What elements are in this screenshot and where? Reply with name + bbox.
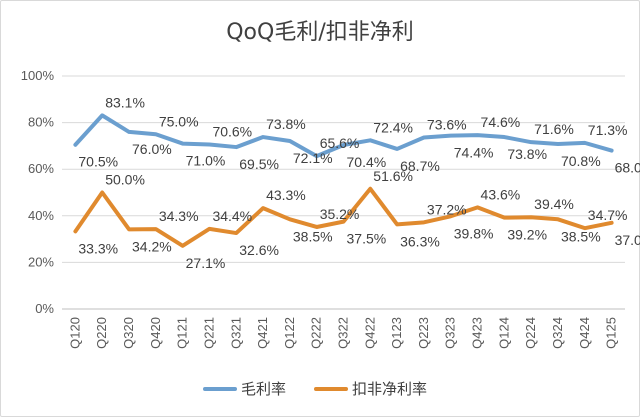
x-tick-label: Q124 [496, 317, 511, 349]
x-tick-label: Q323 [443, 317, 458, 349]
gross-margin-data-label: 71.3% [588, 122, 628, 138]
y-tick-label: 100% [21, 68, 55, 83]
x-tick-label: Q322 [336, 317, 351, 349]
gross-margin-data-label: 72.1% [293, 150, 333, 166]
gross-margin-data-label: 74.6% [481, 114, 521, 130]
net-margin-data-label: 27.1% [186, 255, 226, 271]
net-margin-data-label: 37.5% [347, 231, 387, 247]
gross-margin-data-label: 83.1% [105, 94, 145, 110]
x-tick-label: Q422 [362, 317, 377, 349]
x-tick-label: Q221 [201, 317, 216, 349]
x-tick-label: Q424 [577, 317, 592, 349]
gross-margin-data-label: 69.5% [239, 156, 279, 172]
gross-margin-data-label: 76.0% [132, 141, 172, 157]
y-tick-label: 0% [35, 301, 54, 316]
x-tick-label: Q123 [389, 317, 404, 349]
gridlines [62, 75, 625, 310]
net-margin-data-label: 36.3% [400, 233, 440, 249]
x-tick-label: Q324 [550, 317, 565, 349]
gross-margin-data-label: 73.8% [507, 146, 547, 162]
gross-margin-data-label: 70.8% [561, 153, 601, 169]
gross-margin-data-label: 74.4% [454, 145, 494, 161]
net-margin-data-label: 32.6% [239, 242, 279, 258]
net-margin-line [73, 186, 614, 248]
net-margin-data-label: 37.0% [615, 232, 640, 248]
net-margin-data-label: 33.3% [78, 240, 118, 256]
x-tick-label: Q420 [148, 317, 163, 349]
legend-label: 毛利率 [241, 380, 286, 398]
net-margin-data-label: 51.6% [373, 168, 413, 184]
y-tick-label: 40% [28, 208, 54, 223]
x-tick-label: Q120 [67, 317, 82, 349]
gross-margin-data-label: 65.6% [320, 135, 360, 151]
net-margin-data-label: 43.6% [481, 186, 521, 202]
net-margin-data-label: 38.5% [293, 228, 333, 244]
gross-margin-data-label: 70.4% [347, 154, 387, 170]
series-lines [73, 113, 614, 248]
y-tick-label: 80% [28, 115, 54, 130]
x-tick-label: Q223 [416, 317, 431, 349]
data-labels: 70.5% 83.1% 76.0% 75.0% 71.0% 70.6% 69.5% 73.8%… [78, 94, 640, 270]
net-margin-data-label: 37.2% [427, 201, 467, 217]
net-margin-data-label: 50.0% [105, 172, 145, 188]
y-tick-label: 60% [28, 161, 54, 176]
x-axis: Q120 Q220 Q320 Q420 Q121 Q221 Q321 Q421 Q122 Q222… [67, 317, 618, 349]
net-margin-data-label: 39.8% [454, 225, 494, 241]
legend: 毛利率 扣非净利率 [203, 380, 427, 398]
x-tick-label: Q423 [470, 317, 485, 349]
gross-margin-data-label: 71.6% [534, 121, 574, 137]
net-margin-data-label: 34.2% [132, 238, 172, 254]
x-tick-label: Q222 [309, 317, 324, 349]
x-tick-label: Q220 [94, 317, 109, 349]
gross-margin-line [73, 113, 614, 159]
gross-margin-data-label: 70.6% [212, 124, 252, 140]
legend-label: 扣非净利率 [352, 380, 427, 398]
gross-margin-data-label: 73.8% [266, 116, 306, 132]
net-margin-data-label: 35.2% [320, 206, 360, 222]
net-margin-data-label: 34.4% [212, 208, 252, 224]
net-margin-data-label: 43.3% [266, 187, 306, 203]
net-margin-data-label: 34.7% [588, 207, 628, 223]
x-tick-label: Q224 [523, 317, 538, 349]
gross-margin-data-label: 73.6% [427, 117, 467, 133]
x-tick-label: Q320 [121, 317, 136, 349]
x-tick-label: Q421 [255, 317, 270, 349]
net-margin-data-label: 39.4% [534, 196, 574, 212]
gross-margin-data-label: 72.4% [373, 119, 413, 135]
gross-margin-data-label: 68.7% [400, 158, 440, 174]
gross-margin-data-label: 70.5% [78, 154, 118, 170]
net-margin-data-label: 34.3% [159, 208, 199, 224]
x-tick-label: Q121 [175, 317, 190, 349]
x-tick-label: Q122 [282, 317, 297, 349]
chart-title: QoQ毛利/扣非净利 [226, 20, 414, 45]
gross-margin-data-label: 68.0% [615, 160, 640, 176]
y-axis: 0% 20% 40% 60% 80% 100% [21, 68, 55, 316]
net-margin-data-label: 38.5% [561, 228, 601, 244]
gross-margin-data-label: 75.0% [159, 113, 199, 129]
gross-margin-data-label: 71.0% [186, 153, 226, 169]
x-tick-label: Q321 [228, 317, 243, 349]
x-tick-label: Q125 [604, 317, 619, 349]
net-margin-data-label: 39.2% [507, 227, 547, 243]
y-tick-label: 20% [28, 254, 54, 269]
